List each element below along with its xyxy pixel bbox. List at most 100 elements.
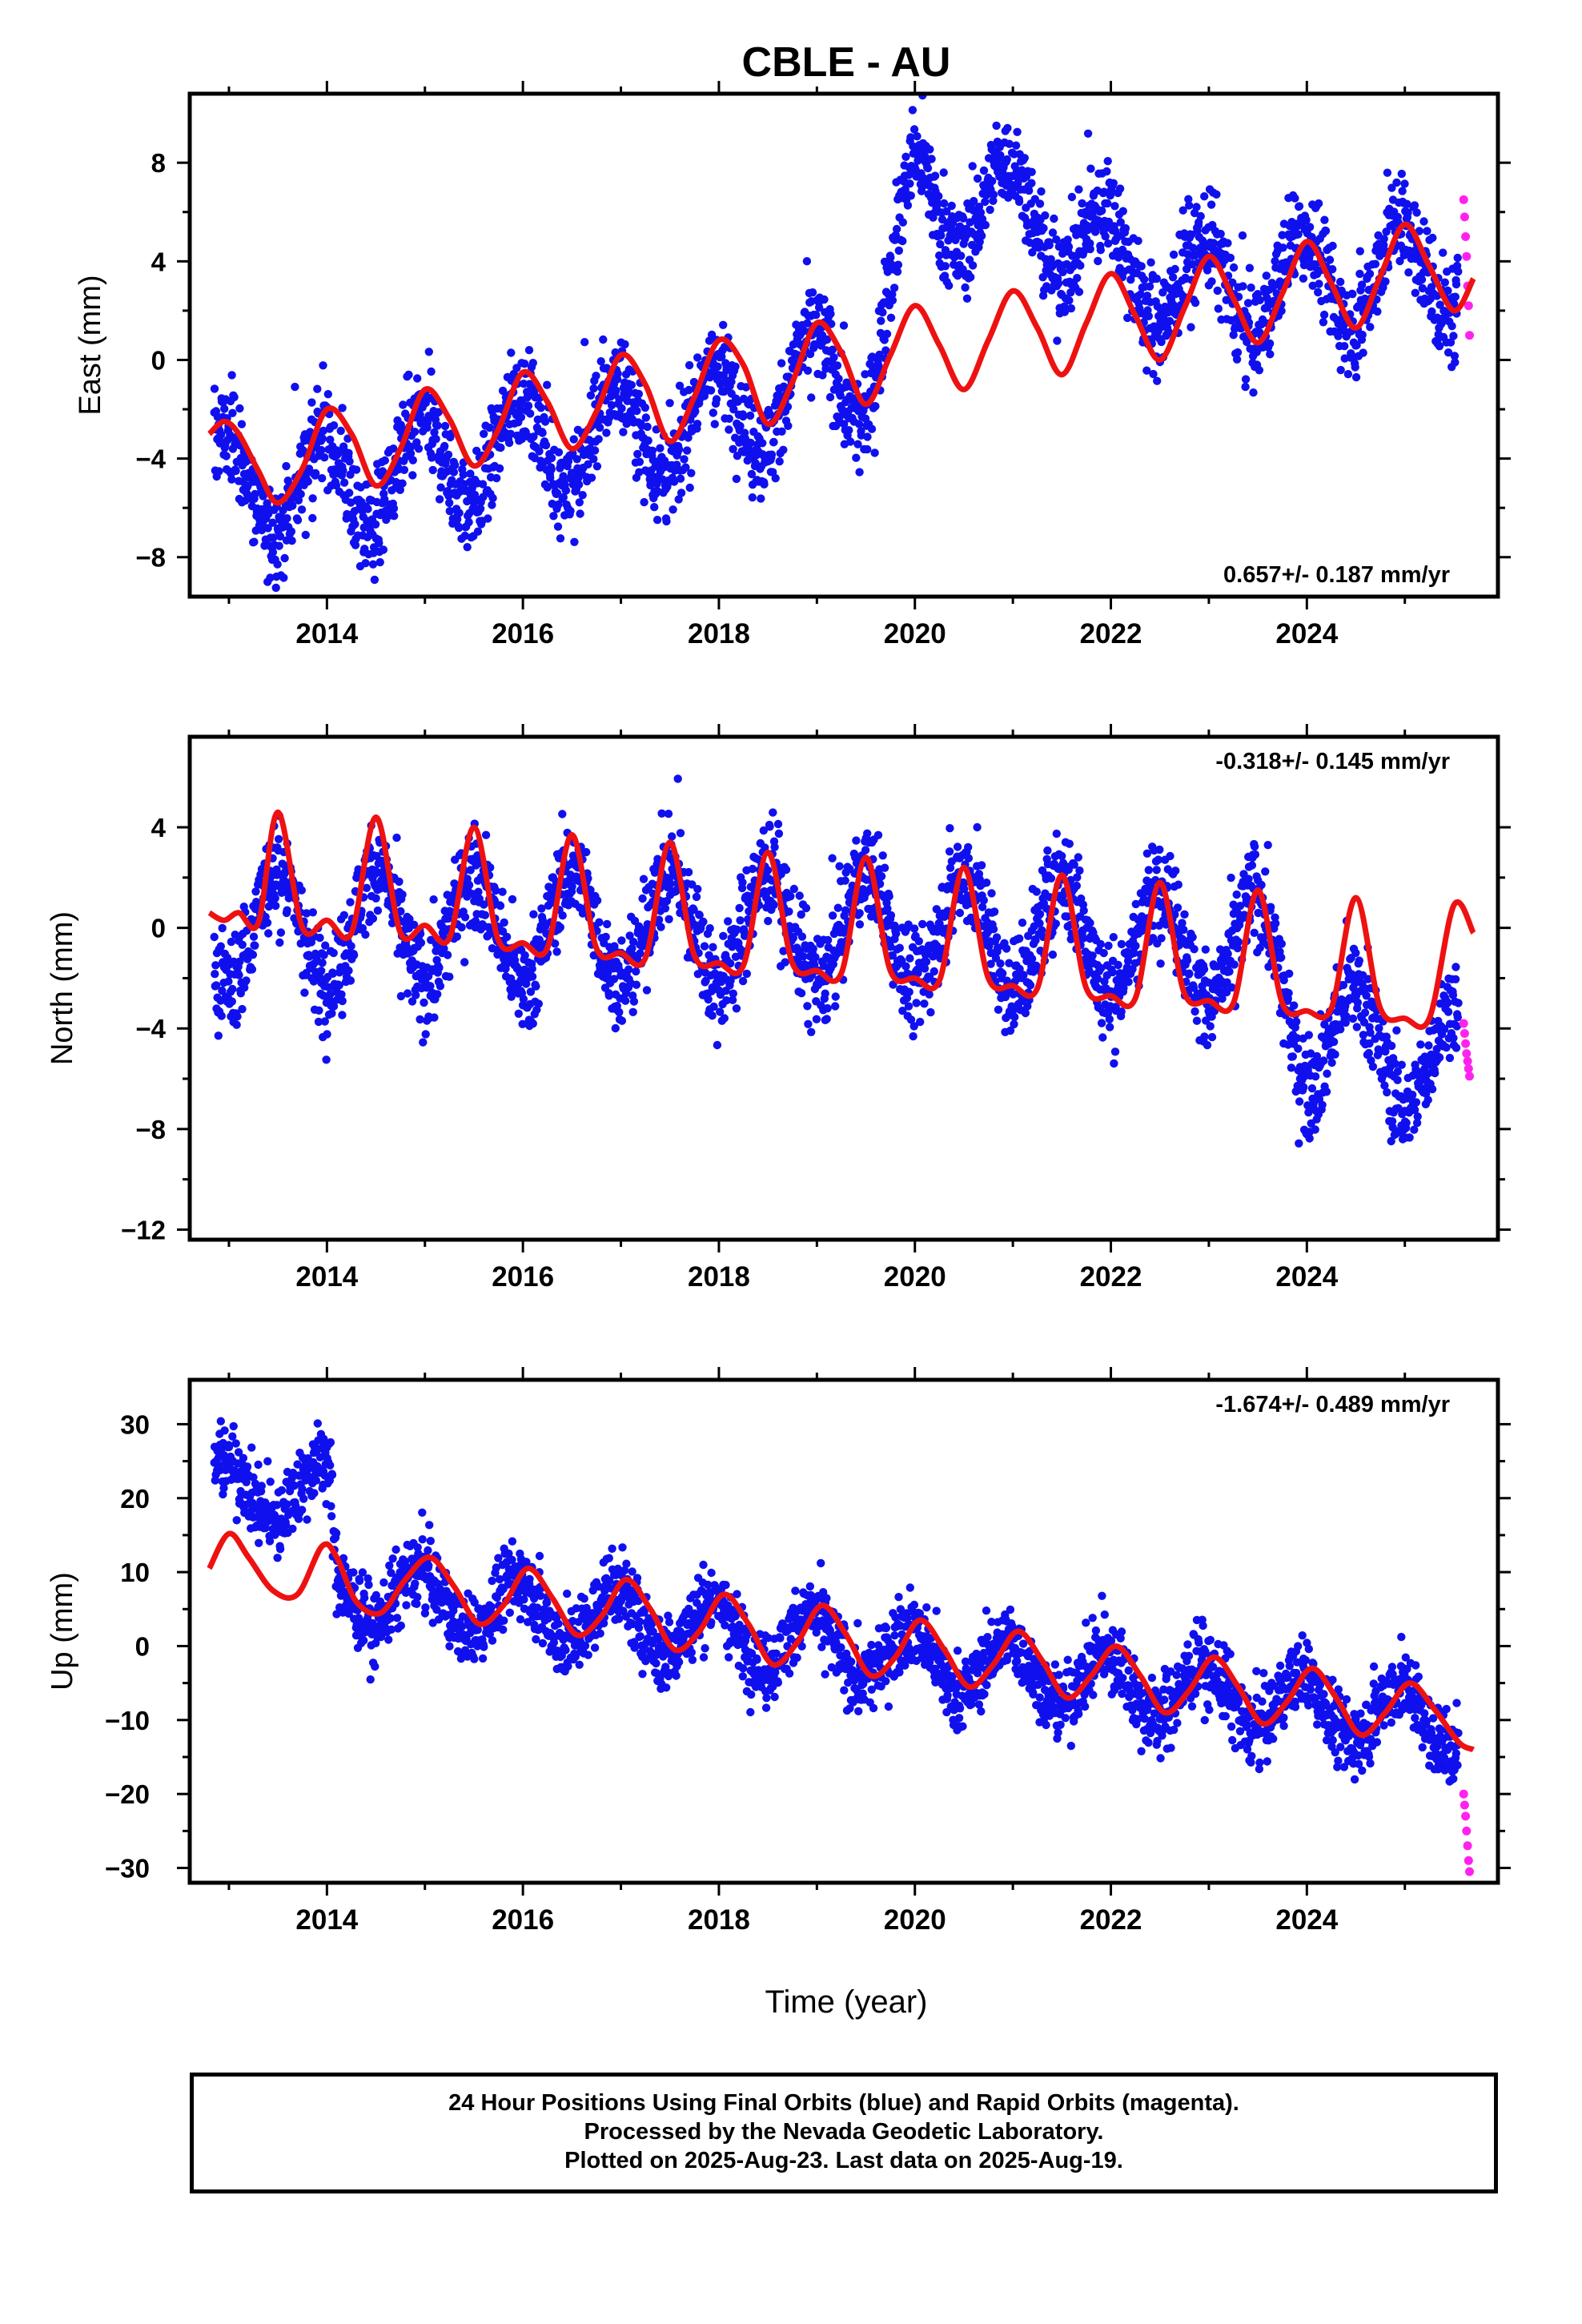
final-orbit-point — [361, 559, 370, 568]
final-orbit-point — [903, 201, 913, 210]
final-orbit-point — [1097, 1019, 1106, 1027]
final-orbit-point — [211, 961, 220, 970]
final-orbit-point — [822, 335, 832, 344]
final-orbit-point — [351, 520, 359, 529]
x-tick-label: 2014 — [295, 618, 358, 649]
final-orbit-point — [987, 889, 996, 898]
final-orbit-point — [833, 361, 842, 370]
final-orbit-point — [657, 809, 666, 818]
final-orbit-point — [535, 447, 544, 456]
final-orbit-point — [656, 444, 665, 452]
final-orbit-point — [227, 475, 236, 484]
final-orbit-point — [632, 980, 641, 989]
final-orbit-point — [566, 506, 575, 516]
final-orbit-point — [248, 951, 258, 959]
final-orbit-point — [1179, 925, 1188, 935]
final-orbit-point — [1142, 366, 1151, 375]
final-orbit-point — [1249, 388, 1258, 397]
final-orbit-point — [1439, 248, 1447, 257]
final-orbit-point — [1111, 227, 1120, 236]
final-orbit-point — [1267, 903, 1275, 911]
final-orbit-point — [427, 367, 436, 376]
final-orbit-point — [946, 824, 954, 833]
final-orbit-point — [317, 967, 326, 975]
final-orbit-point — [524, 401, 533, 410]
final-orbit-point — [297, 505, 307, 514]
final-orbit-point — [507, 348, 516, 357]
final-orbit-point — [1063, 235, 1072, 244]
final-orbit-point — [1319, 310, 1329, 320]
final-orbit-point — [559, 472, 568, 480]
final-orbit-point — [1165, 316, 1174, 326]
final-orbit-point — [724, 917, 733, 926]
final-orbit-point — [263, 524, 272, 533]
final-orbit-point — [471, 917, 480, 926]
final-orbit-point — [568, 882, 576, 891]
final-orbit-point — [1067, 192, 1077, 202]
final-orbit-point — [936, 239, 945, 249]
final-orbit-point — [615, 395, 624, 404]
final-orbit-point — [496, 901, 505, 911]
final-orbit-point — [1336, 277, 1345, 287]
final-orbit-point — [223, 953, 232, 963]
final-orbit-point — [607, 400, 616, 410]
final-orbit-point — [283, 906, 291, 915]
final-orbit-point — [528, 964, 536, 973]
final-orbit-point — [1318, 1100, 1327, 1110]
final-orbit-point — [935, 251, 944, 260]
final-orbit-point — [1154, 855, 1163, 864]
final-orbit-point — [960, 885, 969, 894]
final-orbit-point — [1403, 208, 1412, 217]
final-orbit-point — [264, 902, 274, 911]
final-orbit-point — [1319, 1056, 1328, 1065]
final-orbit-point — [228, 984, 237, 994]
final-orbit-point — [526, 409, 535, 418]
final-orbit-point — [1168, 273, 1178, 282]
final-orbit-point — [829, 959, 838, 969]
final-orbit-point — [1180, 910, 1189, 919]
final-orbit-point — [300, 988, 309, 997]
final-orbit-point — [835, 862, 844, 870]
final-orbit-point — [1166, 851, 1174, 861]
final-orbit-point — [351, 541, 360, 549]
final-orbit-point — [620, 340, 629, 349]
final-orbit-point — [380, 495, 389, 504]
final-orbit-point — [1173, 903, 1182, 912]
final-orbit-point — [308, 908, 317, 917]
final-orbit-point — [435, 495, 444, 504]
final-orbit-point — [410, 428, 420, 436]
final-orbit-point — [1027, 955, 1037, 963]
final-orbit-point — [398, 890, 407, 899]
final-orbit-point — [396, 907, 405, 916]
final-orbit-point — [1075, 866, 1084, 875]
final-orbit-point — [771, 474, 780, 483]
final-orbit-point — [1096, 246, 1106, 255]
final-orbit-point — [432, 435, 440, 444]
final-orbit-point — [436, 483, 445, 492]
final-orbit-point — [601, 932, 610, 942]
y-tick-label: 4 — [151, 247, 167, 276]
final-orbit-point — [831, 992, 840, 1001]
final-orbit-point — [1443, 286, 1452, 296]
final-orbit-point — [238, 940, 247, 950]
final-orbit-point — [810, 340, 819, 349]
final-orbit-point — [1152, 866, 1161, 875]
final-orbit-point — [529, 432, 538, 441]
final-orbit-point — [716, 1007, 725, 1016]
final-orbit-point — [1074, 853, 1083, 862]
final-orbit-point — [1035, 199, 1045, 208]
final-orbit-point — [708, 1011, 717, 1020]
final-orbit-point — [1440, 278, 1450, 287]
final-orbit-point — [914, 937, 924, 946]
final-orbit-point — [1045, 241, 1054, 250]
final-orbit-point — [945, 847, 954, 856]
final-orbit-point — [675, 381, 685, 390]
final-orbit-point — [526, 987, 536, 996]
final-orbit-point — [498, 386, 508, 396]
final-orbit-point — [1157, 934, 1166, 943]
final-orbit-point — [528, 359, 537, 368]
final-orbit-point — [665, 915, 673, 924]
final-orbit-point — [1099, 948, 1108, 958]
final-orbit-point — [589, 384, 598, 393]
final-orbit-point — [1189, 243, 1198, 252]
